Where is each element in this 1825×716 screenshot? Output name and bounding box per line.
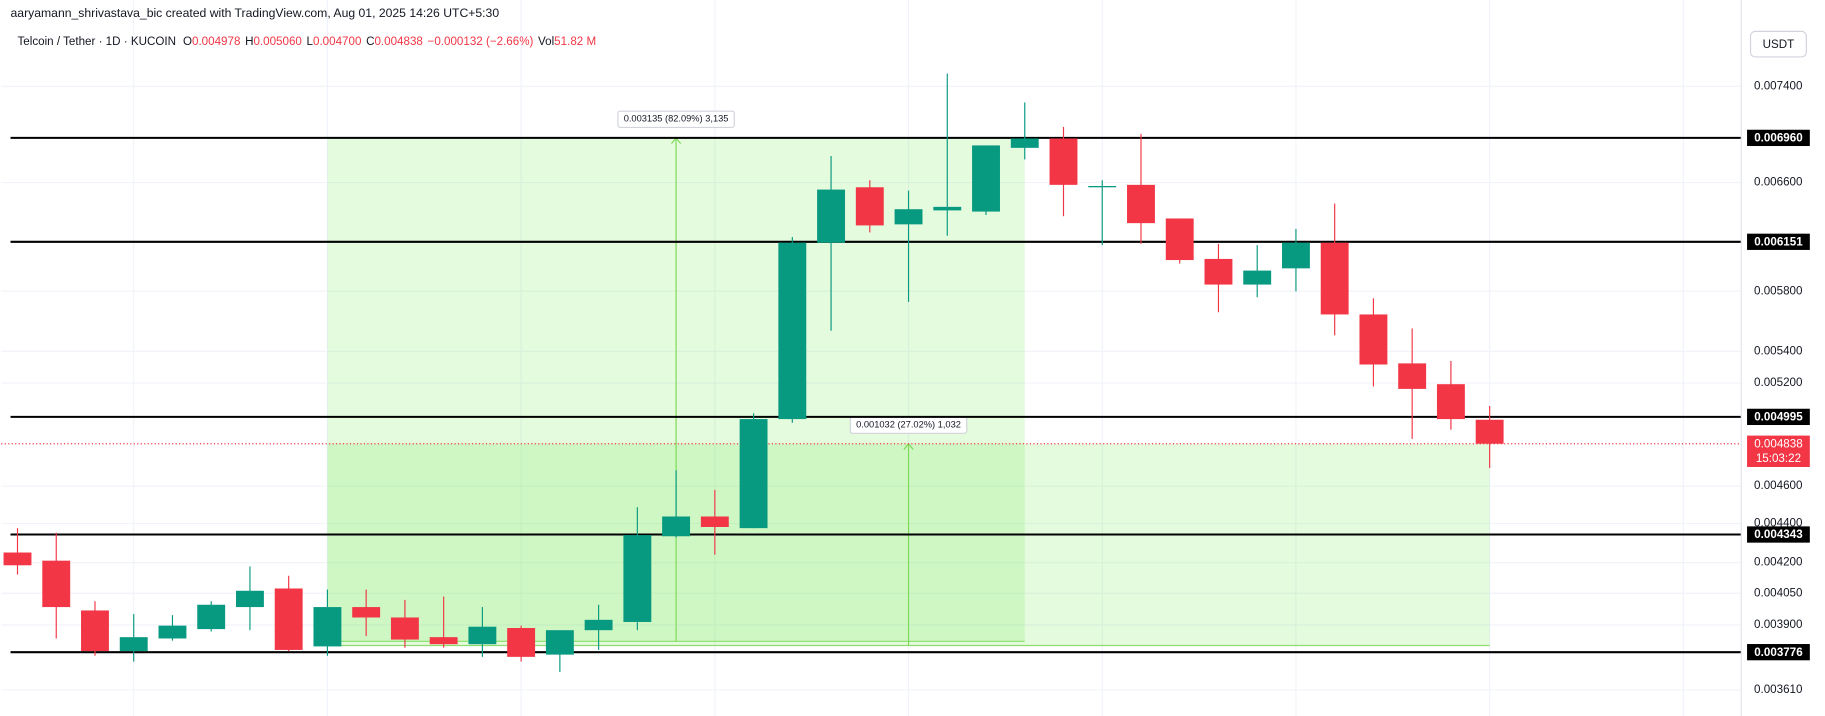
candle-body bbox=[390, 617, 419, 640]
legend: Telcoin / Tether · 1D · KUCOIN O0.004978 H… bbox=[18, 35, 597, 48]
y-tick-label: 0.003900 bbox=[1754, 618, 1802, 631]
level-label: 0.006151 bbox=[1754, 235, 1803, 248]
candle-body bbox=[352, 607, 381, 618]
volume: 51.82 M bbox=[554, 35, 596, 48]
candle-body bbox=[700, 516, 729, 527]
ohlc-key: C bbox=[366, 35, 374, 48]
candle-body bbox=[1010, 138, 1039, 148]
candle-body bbox=[894, 209, 923, 225]
candle-body bbox=[1049, 138, 1078, 185]
volume-key: Vol bbox=[538, 35, 554, 48]
level-label-box bbox=[1747, 526, 1810, 543]
y-tick-label: 0.003610 bbox=[1754, 683, 1802, 696]
candle-body bbox=[1204, 258, 1233, 285]
candle-body bbox=[1088, 185, 1117, 188]
last-price-label: 0.004838 bbox=[1754, 437, 1802, 450]
y-tick-label: 0.006600 bbox=[1754, 176, 1802, 189]
level-label: 0.003776 bbox=[1754, 646, 1803, 659]
candle-body bbox=[545, 630, 574, 655]
candle-body bbox=[662, 516, 691, 537]
y-tick-label: 0.004050 bbox=[1754, 586, 1802, 599]
ohlc-value: 0.004978 bbox=[192, 35, 240, 48]
candle-body bbox=[81, 610, 109, 652]
currency-button[interactable] bbox=[1749, 30, 1807, 58]
measure-label: 0.001032 (27.02%) 1,032 bbox=[856, 420, 961, 430]
price-axis bbox=[1741, 0, 1824, 716]
candle-body bbox=[584, 619, 613, 631]
measure-label: 0.003135 (82.09%) 3,135 bbox=[624, 114, 729, 124]
ohlc-value: 0.004700 bbox=[313, 35, 361, 48]
y-tick-label: 0.005800 bbox=[1754, 284, 1802, 297]
candle-body bbox=[1281, 242, 1310, 269]
candle-body bbox=[3, 552, 32, 566]
candle-body bbox=[1127, 184, 1155, 224]
candle-body bbox=[197, 604, 226, 630]
candle-body bbox=[1243, 270, 1272, 285]
y-tick-label: 0.007400 bbox=[1754, 79, 1802, 92]
candle-body bbox=[42, 560, 71, 608]
level-label: 0.004343 bbox=[1754, 528, 1803, 541]
y-tick-label: 0.005400 bbox=[1754, 344, 1802, 357]
level-label-box bbox=[1747, 644, 1810, 661]
candle-body bbox=[158, 625, 187, 639]
ohlc-key: L bbox=[307, 35, 314, 48]
level-label: 0.004995 bbox=[1754, 411, 1803, 424]
candle-body bbox=[1475, 419, 1504, 444]
candle-body bbox=[1436, 384, 1465, 420]
ohlc-value: 0.004838 bbox=[374, 35, 422, 48]
level-label-box bbox=[1747, 129, 1810, 147]
candle-body bbox=[429, 637, 458, 645]
candle-body bbox=[468, 626, 497, 645]
candle-body bbox=[739, 419, 768, 529]
change: −0.000132 (−2.66%) bbox=[428, 35, 534, 48]
measure-label-box bbox=[617, 110, 735, 129]
candle-body bbox=[1398, 363, 1427, 389]
y-tick-label: 0.004200 bbox=[1754, 556, 1802, 569]
symbol: Telcoin / Tether · 1D · KUCOIN bbox=[18, 35, 177, 48]
candle-body bbox=[507, 628, 536, 657]
level-label: 0.006960 bbox=[1754, 132, 1802, 145]
last-price-box bbox=[1747, 435, 1810, 467]
currency-label: USDT bbox=[1763, 38, 1795, 51]
credit: aaryamann_shrivastava_bic created with T… bbox=[11, 6, 500, 20]
countdown-label: 15:03:22 bbox=[1756, 452, 1801, 465]
candle-body bbox=[623, 535, 652, 622]
candle-body bbox=[119, 637, 148, 652]
candle-body bbox=[817, 189, 846, 243]
y-tick-label: 0.004400 bbox=[1754, 517, 1802, 530]
candle-body bbox=[1165, 218, 1194, 261]
candle-body bbox=[274, 588, 303, 650]
ohlc-key: H bbox=[245, 35, 253, 48]
candle-body bbox=[972, 145, 1000, 212]
candle-body bbox=[855, 187, 884, 226]
level-label-box bbox=[1747, 408, 1810, 426]
ohlc-key: O bbox=[183, 35, 192, 48]
y-tick-label: 0.004600 bbox=[1754, 479, 1802, 492]
y-tick-label: 0.005200 bbox=[1754, 376, 1802, 389]
candle-body bbox=[313, 607, 342, 647]
candle-body bbox=[1320, 242, 1349, 315]
ohlc-value: 0.005060 bbox=[253, 35, 301, 48]
level-label-box bbox=[1747, 233, 1810, 250]
candle-body bbox=[1359, 314, 1388, 365]
candle-body bbox=[778, 242, 807, 420]
candle-body bbox=[933, 206, 962, 211]
candle-body bbox=[235, 590, 264, 608]
